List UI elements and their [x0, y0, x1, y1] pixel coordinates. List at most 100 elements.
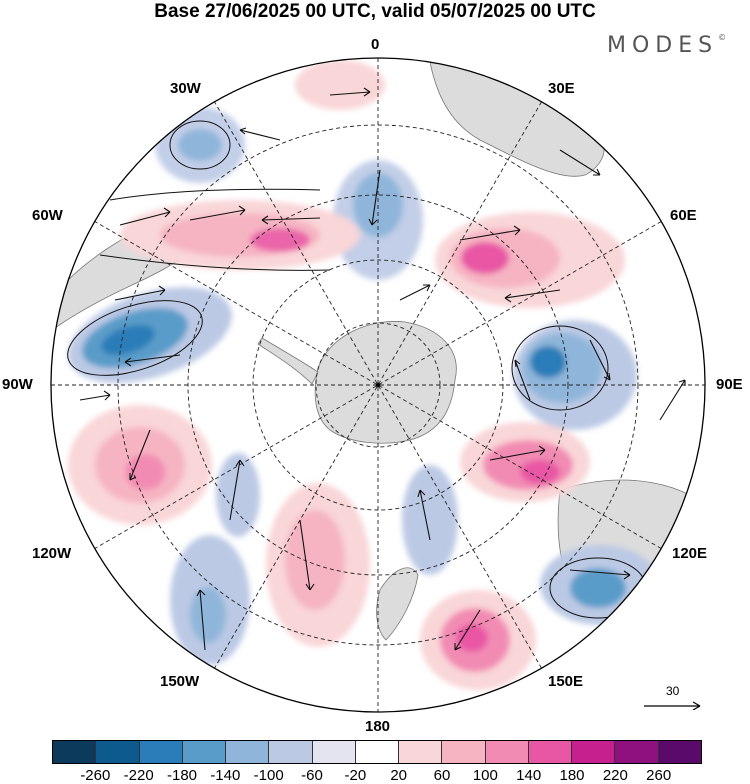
neg-centre-mid-pacific — [216, 453, 260, 537]
brand-logo: MODES© — [607, 33, 726, 58]
wind-arrow — [417, 489, 431, 541]
colorbar-segment — [226, 741, 270, 763]
wind-arrow — [239, 127, 281, 141]
wind-arrow — [659, 379, 686, 421]
pos-centre-southeast-australia-core — [456, 624, 488, 652]
wind-arrow — [454, 609, 481, 651]
neg-centre-tasman-core — [570, 568, 626, 608]
longitude-label-150e: 150E — [548, 673, 584, 690]
longitude-label-60e: 60E — [670, 207, 697, 224]
colorbar-segment — [658, 741, 701, 763]
wind-arrow — [261, 215, 321, 225]
colorbar-segment — [528, 741, 573, 763]
colorbar-tick-label: 60 — [433, 767, 451, 784]
colorbar-segment — [485, 741, 529, 763]
longitude-label-180: 180 — [365, 718, 391, 735]
longitude-label-90e: 90E — [716, 376, 743, 393]
wind-arrow — [79, 390, 111, 401]
contour-line — [99, 254, 331, 271]
reference-vector-arrow — [644, 701, 701, 710]
pos-centre-south-indian-core — [461, 242, 509, 274]
wind-arrow — [504, 289, 561, 303]
colorbar-segment — [53, 741, 97, 763]
wind-arrow — [489, 445, 546, 461]
wind-arrow — [329, 87, 371, 97]
pos-centre-north — [295, 60, 385, 110]
colorbar-tick-label: 260 — [646, 767, 672, 784]
map-title: Base 27/06/2025 00 UTC, valid 05/07/2025… — [154, 1, 596, 22]
longitude-label-150w: 150W — [160, 673, 200, 690]
wind-arrow — [459, 225, 521, 241]
colorbar-segment — [355, 741, 400, 763]
colorbar-tick-label: -20 — [344, 767, 367, 784]
pos-centre-amundsen-core — [285, 510, 345, 610]
wind-arrow — [119, 207, 171, 226]
longitude-label-0: 0 — [371, 36, 380, 53]
wind-arrow — [196, 589, 206, 651]
colorbar — [52, 740, 702, 764]
graticule — [51, 58, 705, 712]
colorbar-segment — [615, 741, 659, 763]
colorbar-segment — [182, 741, 227, 763]
wind-arrow — [589, 339, 611, 381]
colorbar-segment — [139, 741, 183, 763]
wind-arrow — [124, 354, 181, 367]
longitude-label-60w: 60W — [32, 207, 63, 224]
wind-arrow — [368, 169, 381, 226]
colorbar-tick-label: 140 — [516, 767, 542, 784]
wind-arrow — [229, 459, 245, 521]
colorbar-segment — [269, 741, 313, 763]
neg-centre-drake-core — [101, 324, 155, 356]
wind-arrow — [399, 284, 431, 301]
neg-centre-south-pacific-core — [190, 587, 226, 643]
wind-vectors — [79, 87, 686, 651]
longitude-label-120w: 120W — [32, 545, 72, 562]
contour-line — [67, 300, 203, 376]
longitude-label-30e: 30E — [548, 80, 575, 97]
colorbar-tick-label: -100 — [253, 767, 284, 784]
colorbar-tick-label: 20 — [390, 767, 407, 784]
pole-marker — [375, 382, 381, 388]
colorbar-tick-label: -260 — [80, 767, 111, 784]
contour-line — [511, 325, 609, 411]
antarctic-peninsula — [257, 337, 319, 385]
colorbar-tick-label: -60 — [301, 767, 323, 784]
colorbar-segment — [572, 741, 616, 763]
wind-arrow — [114, 285, 166, 301]
pos-centre-atlantic-ridge-core — [250, 228, 310, 252]
colorbar-segment — [442, 741, 486, 763]
wind-arrow — [514, 359, 531, 401]
brand-name: MODES — [607, 33, 719, 58]
latitude-circle — [117, 124, 639, 646]
colorbar-tick-label: -180 — [166, 767, 198, 784]
colorbar-tick-label: 180 — [559, 767, 585, 784]
contour-line — [169, 120, 231, 170]
wind-arrow — [299, 519, 315, 591]
longitude-label-90w: 90W — [2, 376, 33, 393]
longitude-label-120e: 120E — [672, 545, 708, 562]
pos-centre-southeast-pacific-core — [125, 454, 165, 490]
wind-arrow — [569, 569, 631, 580]
antarctica — [314, 321, 457, 444]
reference-vector-label: 30 — [666, 684, 680, 698]
colorbar-tick-label: -220 — [123, 767, 154, 784]
map-boundary — [50, 57, 706, 713]
wind-arrow — [559, 149, 601, 176]
colorbar-segment — [399, 741, 443, 763]
longitude-label-30w: 30W — [170, 80, 201, 97]
pos-centre-southwest-australia-core — [520, 460, 560, 484]
colorbar-segment — [312, 741, 356, 763]
neg-centre-ross-sea — [402, 465, 458, 575]
contour-line — [109, 188, 321, 201]
polar-map — [50, 57, 706, 713]
colorbar-tick-label: 220 — [602, 767, 628, 784]
wind-arrow — [129, 429, 151, 481]
colorbar-segment — [96, 741, 140, 763]
wind-arrow — [189, 205, 246, 221]
neg-centre-east-indian-core — [530, 346, 566, 378]
neg-centre-south-atlantic-core — [178, 129, 222, 161]
colorbar-tick-label: -140 — [210, 767, 241, 784]
copyright-mark: © — [718, 33, 727, 42]
colorbar-tick-label: 100 — [472, 767, 498, 784]
new-zealand — [376, 567, 419, 641]
